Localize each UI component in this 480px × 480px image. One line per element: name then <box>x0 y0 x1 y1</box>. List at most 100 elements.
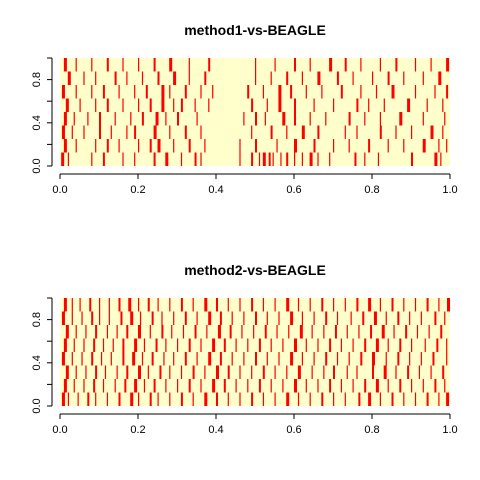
heatmap-cell <box>229 325 232 339</box>
heatmap-cell <box>71 298 73 312</box>
heatmap-cell <box>391 392 394 406</box>
heatmap-cell <box>138 98 140 112</box>
heatmap-cell <box>63 58 67 72</box>
heatmap-cell <box>223 379 226 393</box>
heatmap-cell <box>323 325 325 339</box>
heatmap-cell <box>313 352 315 366</box>
heatmap-cell <box>358 392 361 406</box>
heatmap-cell <box>145 85 148 99</box>
heatmap-cell <box>255 311 257 325</box>
heatmap-cell <box>200 338 202 352</box>
heatmap-cell <box>63 338 67 352</box>
heatmap-cell <box>379 58 381 72</box>
heatmap-cell <box>143 379 146 393</box>
x-axis: 0.0 0.2 0.4 0.6 0.8 1.0 <box>52 173 458 196</box>
heatmap-cell <box>352 338 354 352</box>
heatmap-cell <box>348 352 350 366</box>
heatmap-cell <box>188 139 191 153</box>
heatmap-cell <box>344 125 346 139</box>
heatmap-cell <box>422 379 424 393</box>
heatmap-cell <box>407 365 410 379</box>
heatmap-cell <box>313 98 315 112</box>
heatmap-cell <box>274 392 276 406</box>
heatmap-cell <box>356 125 358 139</box>
heatmap-cell <box>165 379 167 393</box>
heatmap-cell <box>387 71 390 85</box>
heatmap-cell <box>231 352 233 366</box>
x-axis: 0.0 0.2 0.4 0.6 0.8 1.0 <box>52 413 458 436</box>
heatmap-cell <box>95 392 97 406</box>
heatmap-cell <box>169 125 171 139</box>
heatmap-cell <box>99 112 101 126</box>
heatmap-cell <box>305 338 307 352</box>
heatmap-cell <box>274 298 276 312</box>
heatmap-cell <box>395 58 398 72</box>
heatmap-cell <box>305 379 307 393</box>
heatmap-cell <box>141 352 144 366</box>
heatmap-cell <box>370 325 373 339</box>
heatmap-cell <box>108 311 110 325</box>
heatmap-cell <box>278 311 280 325</box>
heatmap-cell <box>102 85 105 99</box>
heatmap-cell <box>87 112 89 126</box>
heatmap-cell <box>317 71 321 85</box>
heatmap-cell <box>297 298 300 312</box>
heatmap-cell <box>188 338 191 352</box>
heatmap-cell <box>329 379 332 393</box>
y-tick-label: 0.0 <box>31 398 43 413</box>
heatmap-cell <box>409 311 411 325</box>
heatmap-cell <box>391 298 394 312</box>
heatmap-cell <box>196 112 198 126</box>
heatmap-cell <box>79 98 81 112</box>
heatmap-cell <box>301 125 305 139</box>
heatmap-cell <box>122 98 124 112</box>
heatmap-cell <box>208 58 211 72</box>
heatmap-cell <box>223 338 226 352</box>
heatmap-cell <box>139 311 142 325</box>
heatmap-cell <box>71 125 73 139</box>
heatmap-cell <box>381 325 385 339</box>
heatmap-cell <box>192 298 194 312</box>
heatmap-cell <box>83 379 85 393</box>
heatmap-cell <box>155 112 159 126</box>
heatmap-cell <box>118 85 120 99</box>
heatmap-cell <box>196 352 198 366</box>
heatmap-cell <box>91 152 93 166</box>
y-tick-label: 0.4 <box>31 115 43 130</box>
heatmap-cell <box>420 352 422 366</box>
x-tick-label: 0.4 <box>208 424 223 436</box>
heatmap-cell <box>85 325 87 339</box>
heatmap-cell <box>317 125 320 139</box>
heatmap-cell <box>368 298 372 312</box>
heatmap-cell <box>126 125 128 139</box>
y-tick-label: 0.8 <box>31 312 43 327</box>
heatmap-cell <box>173 98 175 112</box>
heatmap-cell <box>95 71 97 85</box>
heatmap-cell <box>286 365 288 379</box>
heatmap-cell <box>116 325 118 339</box>
heatmap-cell <box>91 58 93 72</box>
heatmap-cell <box>122 352 125 366</box>
heatmap-cell <box>286 71 289 85</box>
heatmap-cell <box>424 338 426 352</box>
heatmap-cell <box>375 85 378 99</box>
heatmap-cell <box>75 365 77 379</box>
heatmap-cell <box>333 139 335 153</box>
y-tick-label: 0.0 <box>31 158 43 173</box>
heatmap-cell <box>153 58 156 72</box>
heatmap-cell <box>75 85 77 99</box>
heatmap-cell <box>411 379 413 393</box>
heatmap-cell <box>348 112 351 126</box>
heatmap-cell <box>208 98 210 112</box>
heatmap-cell <box>204 392 208 406</box>
heatmap-cell <box>73 338 75 352</box>
heatmap-cell <box>442 98 444 112</box>
x-tick-label: 0.0 <box>52 424 67 436</box>
heatmap-cell <box>368 139 371 153</box>
y-axis: 0.0 0.4 0.8 <box>31 297 53 414</box>
heatmap-cell <box>151 311 154 325</box>
heatmap-cell <box>255 112 257 126</box>
heatmap-cell <box>333 365 335 379</box>
heatmap-cell <box>180 392 183 406</box>
heatmap-cell <box>61 85 65 99</box>
